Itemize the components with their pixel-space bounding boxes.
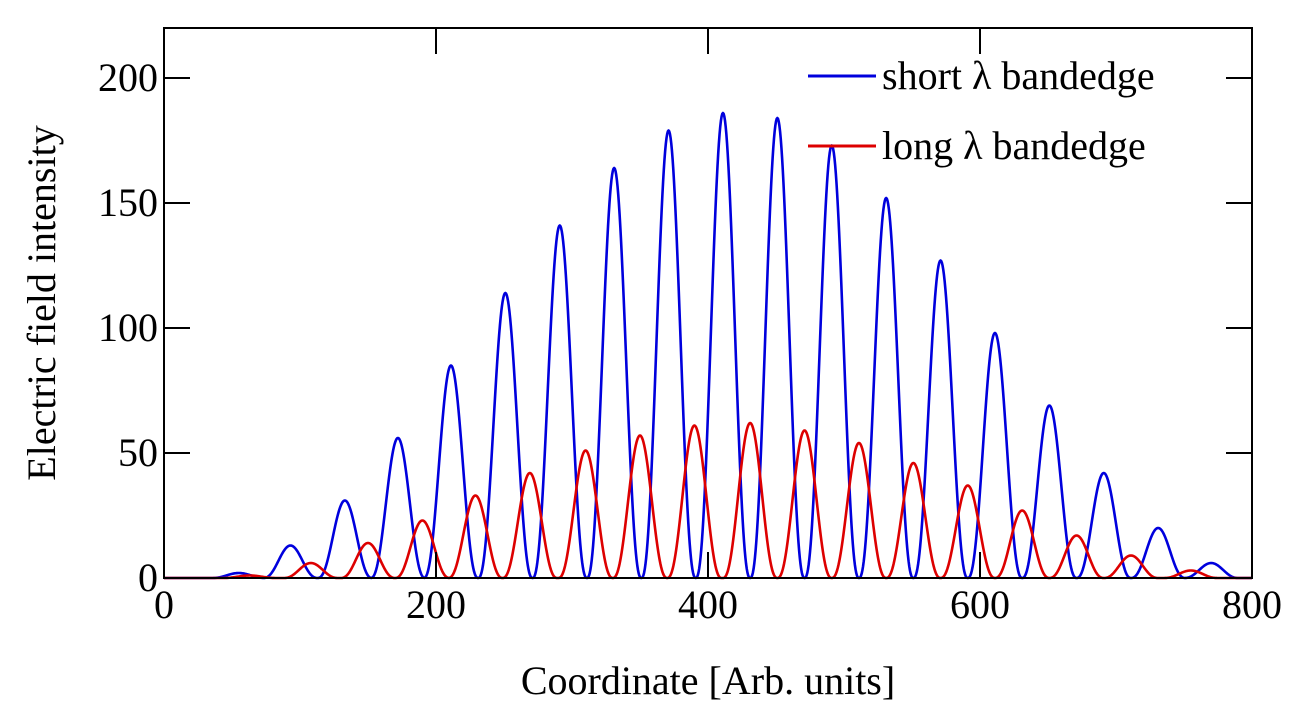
series-layer <box>163 111 1253 580</box>
y-tick-label-150: 150 <box>98 180 158 225</box>
y-tick-label-50: 50 <box>118 430 158 475</box>
x-tick-label-200: 200 <box>406 582 466 627</box>
tick-marks <box>163 28 1253 579</box>
y-tick-label-100: 100 <box>98 305 158 350</box>
series-line-0 <box>163 111 1253 580</box>
x-axis-title: Coordinate [Arb. units] <box>521 658 895 703</box>
plot-area: 0 200 400 600 800 0 50 100 150 200 <box>98 27 1282 627</box>
x-tick-label-800: 800 <box>1222 582 1282 627</box>
tick-labels: 0 200 400 600 800 0 50 100 150 200 <box>98 55 1282 627</box>
x-tick-label-600: 600 <box>950 582 1010 627</box>
legend: short λ bandedge long λ bandedge <box>808 53 1155 168</box>
series-line-1 <box>163 421 1253 580</box>
plot-frame <box>163 27 1253 579</box>
legend-label-short-bandedge: short λ bandedge <box>882 53 1155 98</box>
x-tick-label-400: 400 <box>678 582 738 627</box>
legend-label-long-bandedge: long λ bandedge <box>882 123 1146 168</box>
x-tick-label-0: 0 <box>154 582 174 627</box>
y-tick-label-200: 200 <box>98 55 158 100</box>
y-tick-label-0: 0 <box>138 555 158 600</box>
y-axis-title: Electric field intensity <box>19 125 64 480</box>
